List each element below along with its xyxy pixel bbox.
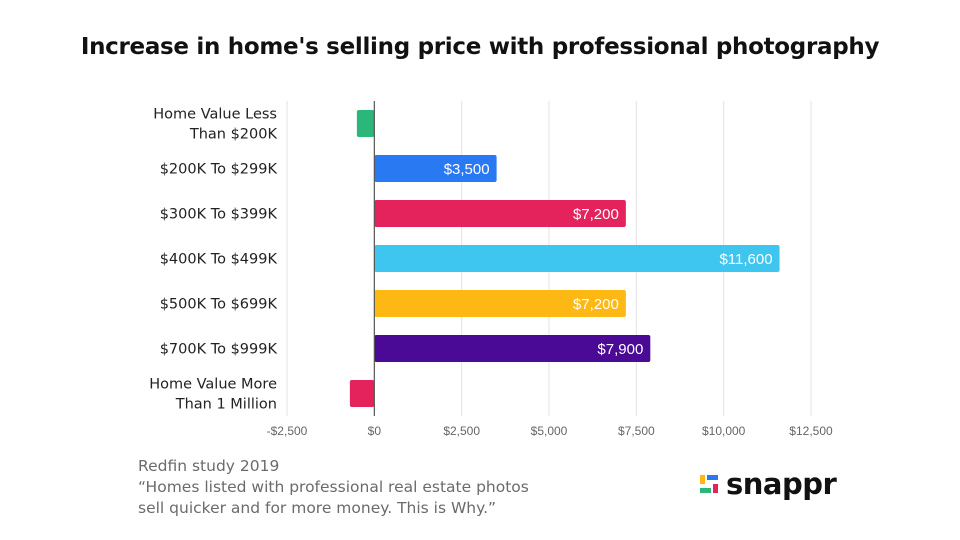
- category-label: Than $200K: [189, 127, 278, 143]
- x-tick-label: $5,000: [531, 424, 568, 438]
- data-label: $3,500: [444, 161, 490, 178]
- chart-title: Increase in home's selling price with pr…: [80, 34, 880, 60]
- x-tick-label: $2,500: [443, 424, 480, 438]
- x-tick-label: $12,500: [789, 424, 833, 438]
- bar: [374, 245, 780, 272]
- data-label: $11,600: [719, 251, 772, 268]
- category-label: $200K To $299K: [160, 162, 278, 178]
- bar: [374, 155, 497, 182]
- source-line-1: Redfin study 2019: [138, 457, 280, 475]
- snappr-logo-text: snappr: [726, 467, 837, 501]
- x-tick-label: -$2,500: [267, 424, 308, 438]
- source-line-3: sell quicker and for more money. This is…: [138, 499, 497, 517]
- snappr-logo: snappr: [700, 467, 837, 501]
- bar: [349, 380, 375, 407]
- snappr-logo-mark-icon: [700, 475, 718, 493]
- category-label: $400K To $499K: [160, 252, 278, 268]
- category-label: Home Value More: [149, 377, 277, 393]
- x-tick-label: $7,500: [618, 424, 655, 438]
- category-label: $700K To $999K: [160, 342, 278, 358]
- data-label: $7,200: [573, 296, 619, 313]
- x-tick-label: $0: [368, 424, 382, 438]
- source-note: Redfin study 2019 “Homes listed with pro…: [138, 456, 529, 519]
- bar: [374, 200, 626, 227]
- bar: [374, 335, 651, 362]
- category-label: Home Value Less: [153, 107, 277, 123]
- category-label: $300K To $399K: [160, 207, 278, 223]
- data-label: $7,200: [573, 206, 619, 223]
- source-line-2: “Homes listed with professional real est…: [138, 478, 529, 496]
- category-label: $500K To $699K: [160, 297, 278, 313]
- category-label: Than 1 Million: [175, 397, 277, 413]
- x-tick-label: $10,000: [702, 424, 746, 438]
- data-label: $7,900: [597, 341, 643, 358]
- bar: [356, 110, 375, 137]
- bar: [374, 290, 626, 317]
